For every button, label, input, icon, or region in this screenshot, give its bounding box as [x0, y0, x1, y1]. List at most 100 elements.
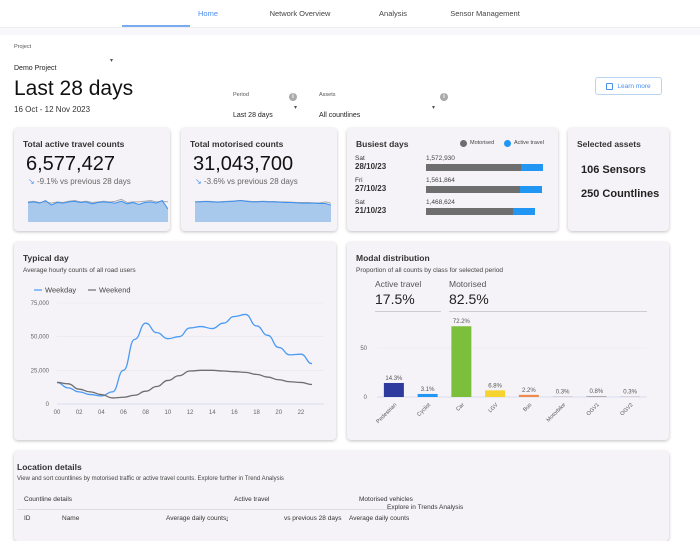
- project-label: Project: [14, 44, 31, 50]
- tab-analysis[interactable]: Analysis: [379, 9, 407, 18]
- y-tick-label: 0: [46, 402, 50, 408]
- y-tick-label: 0: [364, 395, 368, 401]
- column-active-avg-daily[interactable]: Average daily counts: [166, 515, 226, 522]
- card-title: Selected assets: [577, 139, 641, 149]
- legend-dot-active-travel: [504, 140, 511, 147]
- bar-data-label: 0.3%: [556, 390, 570, 396]
- busiest-day-total: 1,468,624: [426, 199, 455, 206]
- active-tab-indicator: [122, 25, 190, 27]
- bar-data-label: 0.8%: [590, 389, 604, 395]
- x-tick-label: LGV: [488, 402, 500, 414]
- busiest-day-weekday: Sat: [355, 199, 365, 206]
- column-id[interactable]: ID: [24, 515, 31, 522]
- bar-pedestrian: [384, 383, 404, 397]
- busiest-day-weekday: Fri: [355, 177, 363, 184]
- project-select[interactable]: Demo Project ▾: [14, 57, 118, 67]
- legend-dot-motorised: [460, 140, 467, 147]
- y-tick-label: 50: [360, 346, 367, 352]
- x-tick-label: 00: [54, 410, 61, 416]
- x-tick-label: OGV1: [586, 402, 601, 417]
- tab-sensor-management[interactable]: Sensor Management: [450, 9, 520, 18]
- y-tick-label: 25,000: [31, 368, 50, 374]
- legend-label-weekday: Weekday: [45, 286, 76, 295]
- busiest-day-date: 28/10/23: [355, 162, 386, 171]
- column-name[interactable]: Name: [62, 515, 79, 522]
- period-value: Last 28 days: [233, 112, 273, 119]
- open-in-new-icon: [606, 83, 613, 90]
- section-title: Location details: [17, 462, 82, 472]
- section-subtitle: View and sort countlines by motorised tr…: [17, 476, 284, 482]
- divider: [17, 509, 393, 510]
- page-title: Last 28 days: [14, 77, 133, 101]
- x-tick-label: Pedestrian: [375, 402, 398, 425]
- x-tick-label: Bus: [522, 402, 533, 413]
- divider: [0, 28, 700, 35]
- bar-ogv1: [586, 396, 606, 397]
- info-icon[interactable]: i: [440, 93, 448, 101]
- chevron-down-icon: ▾: [432, 104, 435, 111]
- group-header-active-travel: Active travel: [234, 496, 269, 503]
- sparkline-area: [195, 201, 331, 222]
- bar-data-label: 6.8%: [488, 383, 502, 389]
- bar-segment-active-travel: [513, 208, 535, 215]
- x-tick-label: 18: [253, 410, 260, 416]
- x-tick-label: Motorbike: [546, 402, 567, 423]
- period-select[interactable]: Last 28 days ▾: [233, 104, 303, 114]
- date-range: 16 Oct - 12 Nov 2023: [14, 105, 90, 114]
- kpi-value: 31,043,700: [193, 153, 293, 176]
- trending-down-icon: ↘: [28, 177, 35, 186]
- bar-segment-motorised: [426, 186, 520, 193]
- card-title: Total motorised counts: [190, 139, 283, 149]
- x-tick-label: 10: [165, 410, 172, 416]
- x-tick-label: 22: [298, 410, 305, 416]
- tab-network-overview[interactable]: Network Overview: [270, 9, 331, 18]
- column-motorised-avg-daily[interactable]: Average daily counts: [349, 515, 409, 522]
- info-icon[interactable]: i: [289, 93, 297, 101]
- y-tick-label: 75,000: [31, 301, 50, 307]
- group-header-motorised: Motorised vehicles: [359, 496, 413, 503]
- busiest-day-total: 1,561,864: [426, 177, 455, 184]
- sparkline: [28, 196, 168, 222]
- legend-active-travel: Active travel: [514, 140, 544, 146]
- busiest-day-date: 21/10/23: [355, 206, 386, 215]
- x-tick-label: 06: [120, 410, 127, 416]
- kpi-trend: -9.1% vs previous 28 days: [37, 177, 131, 186]
- busiest-day-bar: [426, 186, 542, 193]
- y-tick-label: 50,000: [31, 335, 50, 341]
- bar-data-label: 14.3%: [385, 376, 403, 382]
- learn-more-label: Learn more: [617, 83, 650, 90]
- selected-assets-card: Selected assets 106 Sensors 250 Countlin…: [568, 128, 669, 231]
- group-header-countline-details: Countline details: [24, 496, 72, 503]
- x-tick-label: OGV2: [619, 402, 634, 417]
- series-line-weekend: [57, 370, 312, 398]
- x-tick-label: Car: [455, 402, 466, 413]
- x-tick-label: 12: [187, 410, 194, 416]
- tab-home[interactable]: Home: [198, 9, 218, 18]
- typical-day-line-chart: 0 25,000 50,000 75,000 00 02 04 06 08 10 12 14 16 18 2…: [14, 242, 336, 440]
- column-vs-previous[interactable]: vs previous 28 days: [284, 515, 341, 522]
- sensor-count: 106 Sensors: [581, 164, 646, 176]
- arrow-down-icon[interactable]: ↓: [225, 514, 229, 523]
- x-tick-label: 08: [142, 410, 149, 416]
- bar-data-label: 2.2%: [522, 388, 536, 394]
- legend-label-weekend: Weekend: [99, 286, 131, 295]
- x-tick-label: 04: [98, 410, 105, 416]
- bar-bus: [519, 395, 539, 397]
- x-tick-label: 16: [231, 410, 238, 416]
- bar-segment-motorised: [426, 164, 521, 171]
- x-tick-label: 14: [209, 410, 216, 416]
- assets-label: Assets: [319, 92, 336, 98]
- explore-trends-header[interactable]: Explore in Trends Analysis: [387, 504, 463, 511]
- trending-down-icon: ↘: [195, 177, 202, 186]
- busiest-day-weekday: Sat: [355, 155, 365, 162]
- assets-select[interactable]: All countlines ▾: [319, 104, 441, 114]
- bar-car: [451, 326, 471, 397]
- x-tick-label: 02: [76, 410, 83, 416]
- x-tick-label: 20: [275, 410, 282, 416]
- legend-motorised: Motorised: [470, 140, 494, 146]
- learn-more-button[interactable]: Learn more: [595, 77, 662, 95]
- modal-distribution-bar-chart: 05014.3%Pedestrian3.1%Cyclist72.2%Car6.8…: [347, 242, 669, 440]
- bar-cyclist: [418, 394, 438, 397]
- kpi-card-motorised: Total motorised counts 31,043,700 ↘ -3.6…: [181, 128, 337, 231]
- busiest-day-bar: [426, 208, 535, 215]
